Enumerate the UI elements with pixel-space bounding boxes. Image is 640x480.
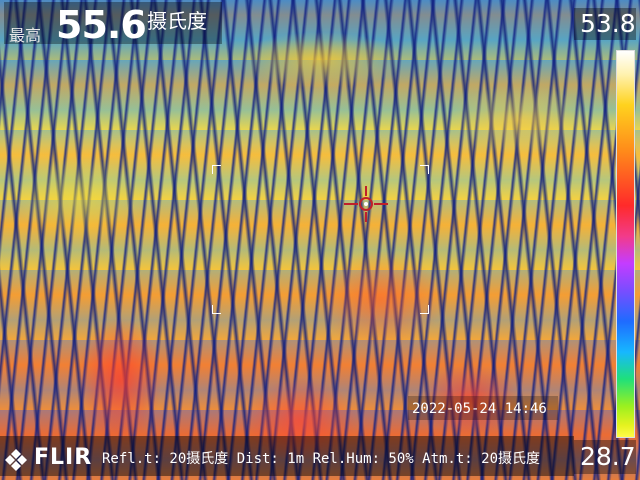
color-scale-bar (616, 50, 635, 438)
measure-box-corner-bottom-left (212, 305, 221, 314)
max-temp-unit: 摄氏度 (147, 9, 207, 33)
max-temp-value: 55.6 (56, 3, 147, 47)
measure-box-corner-top-right (420, 165, 429, 174)
timestamp-box (408, 396, 558, 420)
scale-min-value: 28.7 (580, 442, 636, 471)
max-temp-label: 最高 (9, 26, 42, 45)
max-temp-panel (4, 2, 222, 44)
measure-box-corner-top-left (212, 165, 221, 174)
flir-logo: FLIR (4, 445, 98, 472)
scale-max-value: 53.8 (580, 9, 636, 38)
bottom-info-bar (0, 436, 574, 476)
timestamp: 2022-05-24 14:46 (412, 401, 547, 417)
crosshair-icon (344, 186, 388, 222)
flir-diamond-icon (5, 449, 27, 471)
scale-max-box (574, 8, 636, 40)
flir-logo-text: FLIR (34, 445, 93, 470)
scale-min-box (574, 440, 636, 474)
measurement-params: Refl.t: 20摄氏度 Dist: 1m Rel.Hum: 50% Atm.… (102, 451, 541, 467)
measure-box-corner-bottom-right (420, 305, 429, 314)
